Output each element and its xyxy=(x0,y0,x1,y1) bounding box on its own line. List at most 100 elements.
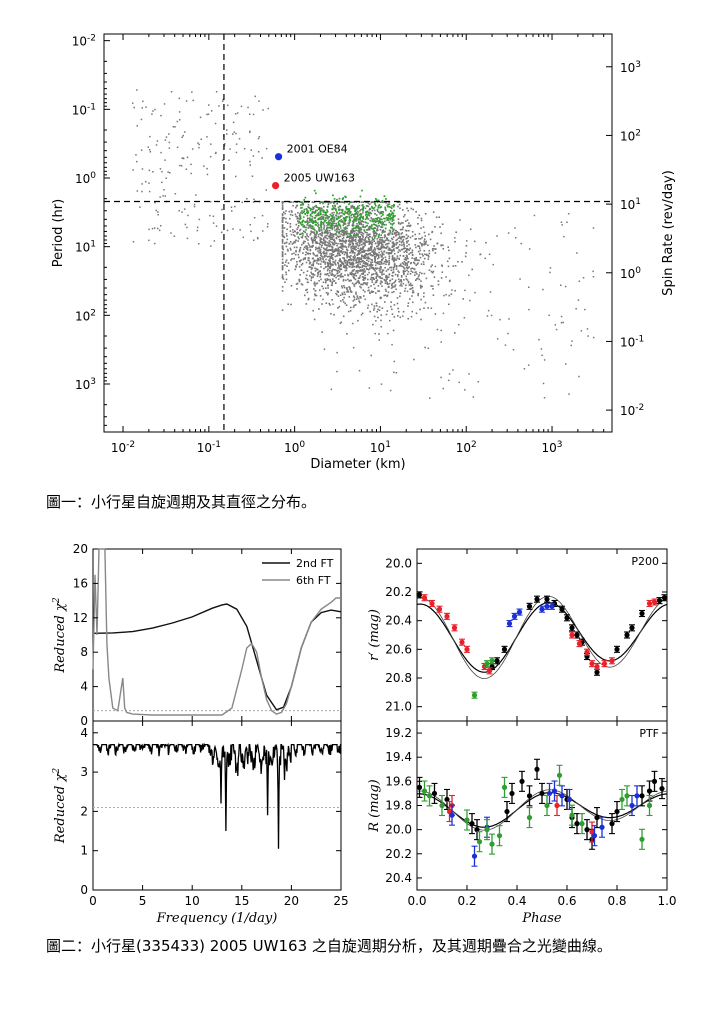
asteroid-point xyxy=(285,278,288,281)
asteroid-point xyxy=(367,222,369,225)
asteroid-point xyxy=(347,310,350,313)
asteroid-point xyxy=(299,248,301,251)
asteroid-point xyxy=(387,242,389,245)
asteroid-point xyxy=(281,255,284,257)
asteroid-point xyxy=(298,280,301,283)
asteroid-point xyxy=(309,246,311,248)
asteroid-point xyxy=(340,300,342,302)
asteroid-point xyxy=(191,148,194,150)
asteroid-point xyxy=(454,240,456,243)
asteroid-point xyxy=(400,222,403,224)
asteroid-point xyxy=(222,159,224,161)
asteroid-point xyxy=(342,251,344,253)
asteroid-point xyxy=(576,252,578,254)
data-point-black xyxy=(646,788,653,794)
asteroid-point xyxy=(371,243,373,246)
asteroid-point xyxy=(336,270,339,272)
asteroid-point xyxy=(306,291,309,294)
survey-point xyxy=(377,220,380,222)
survey-point xyxy=(301,206,303,209)
asteroid-point xyxy=(342,234,344,236)
asteroid-point xyxy=(364,240,367,242)
asteroid-point xyxy=(342,280,345,282)
data-point-red xyxy=(486,668,493,674)
panel-tag: PTF xyxy=(639,727,659,740)
asteroid-point xyxy=(296,233,298,235)
asteroid-point xyxy=(373,232,375,235)
data-point-red xyxy=(569,632,575,638)
survey-point xyxy=(377,206,380,209)
asteroid-point xyxy=(257,237,259,240)
asteroid-point xyxy=(152,171,154,173)
asteroid-point xyxy=(345,304,348,306)
asteroid-point xyxy=(281,201,284,203)
asteroid-point xyxy=(419,242,422,244)
asteroid-point xyxy=(358,253,361,255)
data-point-black xyxy=(416,784,423,790)
asteroid-point xyxy=(448,249,450,252)
asteroid-point xyxy=(214,122,217,125)
asteroid-point xyxy=(351,238,353,240)
asteroid-point xyxy=(329,258,331,260)
panel-a-y-tick-label: 8 xyxy=(80,645,88,659)
asteroid-point xyxy=(387,263,390,266)
survey-point xyxy=(371,205,373,208)
asteroid-point xyxy=(387,249,390,251)
asteroid-point xyxy=(335,282,337,284)
asteroid-point xyxy=(386,281,388,284)
asteroid-point xyxy=(405,278,408,280)
asteroid-point xyxy=(464,289,466,292)
asteroid-point xyxy=(323,260,325,262)
asteroid-point xyxy=(434,265,437,268)
asteroid-point xyxy=(249,224,251,226)
asteroid-point xyxy=(402,222,404,224)
asteroid-point xyxy=(301,201,304,203)
asteroid-point xyxy=(406,269,408,272)
plot-frame xyxy=(103,33,613,433)
asteroid-point xyxy=(281,235,284,238)
asteroid-point xyxy=(329,278,331,281)
asteroid-point xyxy=(327,293,329,296)
asteroid-point xyxy=(326,234,328,237)
asteroid-point xyxy=(281,218,284,220)
asteroid-point xyxy=(353,265,356,268)
asteroid-point xyxy=(368,264,371,267)
asteroid-point xyxy=(349,265,351,268)
data-point-green xyxy=(476,839,483,845)
survey-point xyxy=(315,221,318,224)
data-point-blue xyxy=(634,793,640,799)
asteroid-point xyxy=(235,143,238,145)
asteroid-point xyxy=(252,113,255,116)
asteroid-point xyxy=(304,257,307,259)
asteroid-point xyxy=(324,235,326,238)
survey-point xyxy=(390,213,392,216)
survey-point xyxy=(362,217,364,219)
asteroid-point xyxy=(403,279,405,281)
asteroid-point xyxy=(289,241,292,243)
asteroid-point xyxy=(335,264,337,266)
asteroid-point xyxy=(241,201,243,204)
asteroid-point xyxy=(332,268,334,271)
asteroid-point xyxy=(586,328,589,330)
y-tick-label: 19.2 xyxy=(385,726,412,740)
asteroid-point xyxy=(362,262,365,264)
asteroid-point xyxy=(371,240,373,242)
asteroid-point xyxy=(404,262,407,264)
asteroid-point xyxy=(400,244,403,247)
asteroid-point xyxy=(395,232,397,234)
asteroid-point xyxy=(284,212,286,215)
survey-point xyxy=(341,211,343,214)
asteroid-point xyxy=(192,99,194,102)
asteroid-point xyxy=(377,245,379,247)
asteroid-point xyxy=(373,309,375,311)
survey-point xyxy=(327,221,330,223)
data-point-black xyxy=(584,827,590,833)
asteroid-point xyxy=(256,236,259,239)
asteroid-point xyxy=(360,270,363,272)
asteroid-point xyxy=(307,203,310,206)
y-tick-label: 20.6 xyxy=(385,642,412,656)
panel-a-y-tick-label: 20 xyxy=(73,542,88,556)
asteroid-point xyxy=(186,226,188,229)
asteroid-point xyxy=(380,326,382,328)
asteroid-point xyxy=(345,266,347,268)
